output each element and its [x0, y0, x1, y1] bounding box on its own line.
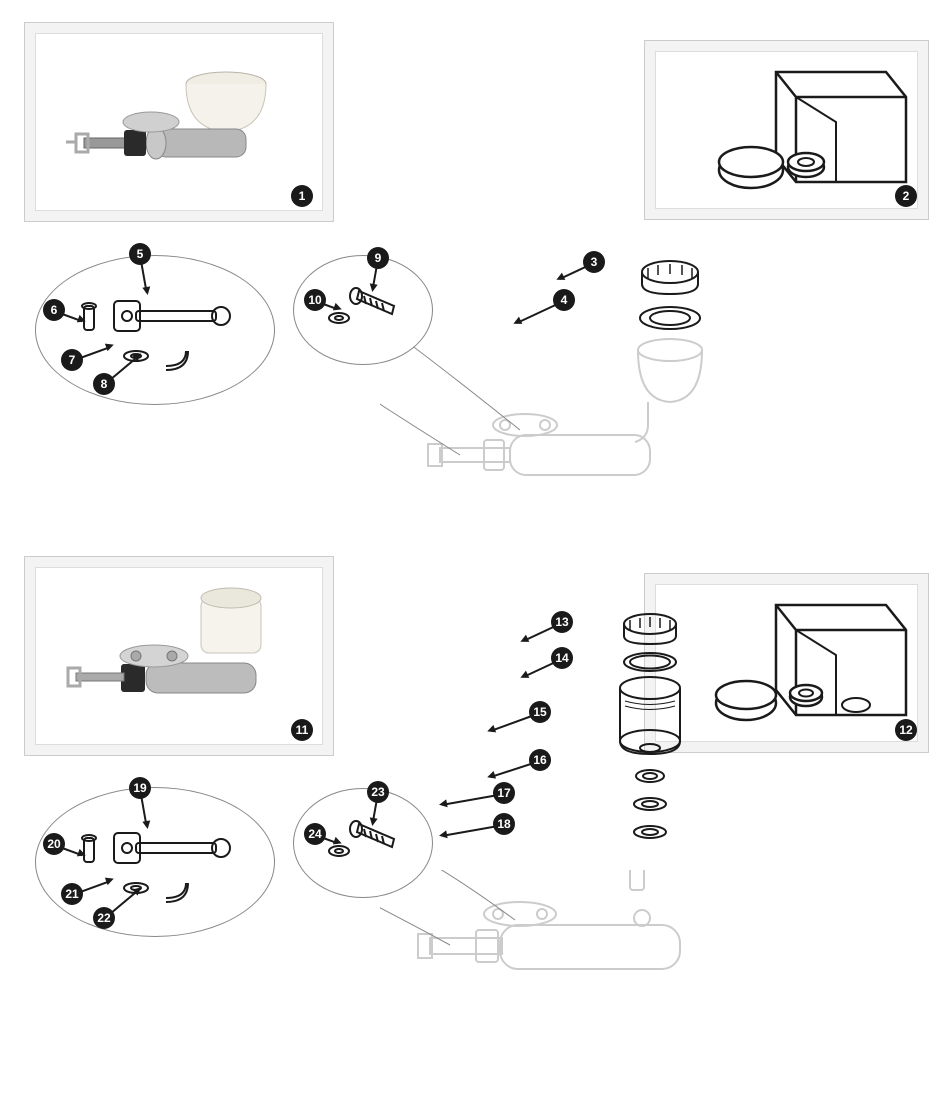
leader-arrowhead	[519, 670, 530, 681]
panel-photo-1	[24, 22, 334, 222]
callout-badge-13: 13	[551, 611, 573, 633]
leader-arrowhead	[486, 725, 496, 735]
panel-inner	[655, 51, 918, 209]
detail-bubble-clevis-2	[35, 787, 275, 937]
detail-bubble-clevis-1	[35, 255, 275, 405]
cap-seal-stack-1	[610, 250, 730, 350]
ghost-cylinder-2	[380, 870, 740, 1090]
callout-badge-18: 18	[493, 813, 515, 835]
callout-badge-1: 1	[291, 185, 313, 207]
panel-kit-1	[644, 40, 929, 220]
leader-arrowhead	[438, 830, 447, 839]
leader-arrowhead	[368, 817, 377, 826]
callout-badge-2: 2	[895, 185, 917, 207]
callout-badge-9: 9	[367, 247, 389, 269]
callout-badge-12: 12	[895, 719, 917, 741]
callout-badge-17: 17	[493, 782, 515, 804]
panel-inner	[35, 33, 323, 211]
callout-badge-20: 20	[43, 833, 65, 855]
callout-badge-5: 5	[129, 243, 151, 265]
callout-badge-21: 21	[61, 883, 83, 905]
ghost-cylinder-1	[380, 320, 740, 540]
callout-badge-8: 8	[93, 373, 115, 395]
callout-badge-24: 24	[304, 823, 326, 845]
callout-badge-19: 19	[129, 777, 151, 799]
callout-badge-6: 6	[43, 299, 65, 321]
leader-arrowhead	[368, 283, 377, 292]
callout-badge-14: 14	[551, 647, 573, 669]
panel-inner	[35, 567, 323, 745]
callout-badge-3: 3	[583, 251, 605, 273]
callout-badge-11: 11	[291, 719, 313, 741]
leader-arrowhead	[438, 799, 447, 808]
reservoir-stack-2	[570, 606, 720, 866]
callout-badge-15: 15	[529, 701, 551, 723]
callout-badge-23: 23	[367, 781, 389, 803]
callout-badge-4: 4	[553, 289, 575, 311]
panel-photo-2	[24, 556, 334, 756]
leader-arrowhead	[554, 273, 565, 284]
leader-arrowhead	[485, 771, 495, 781]
leader-arrowhead	[519, 634, 530, 645]
callout-badge-7: 7	[61, 349, 83, 371]
callout-badge-16: 16	[529, 749, 551, 771]
callout-badge-22: 22	[93, 907, 115, 929]
callout-badge-10: 10	[304, 289, 326, 311]
